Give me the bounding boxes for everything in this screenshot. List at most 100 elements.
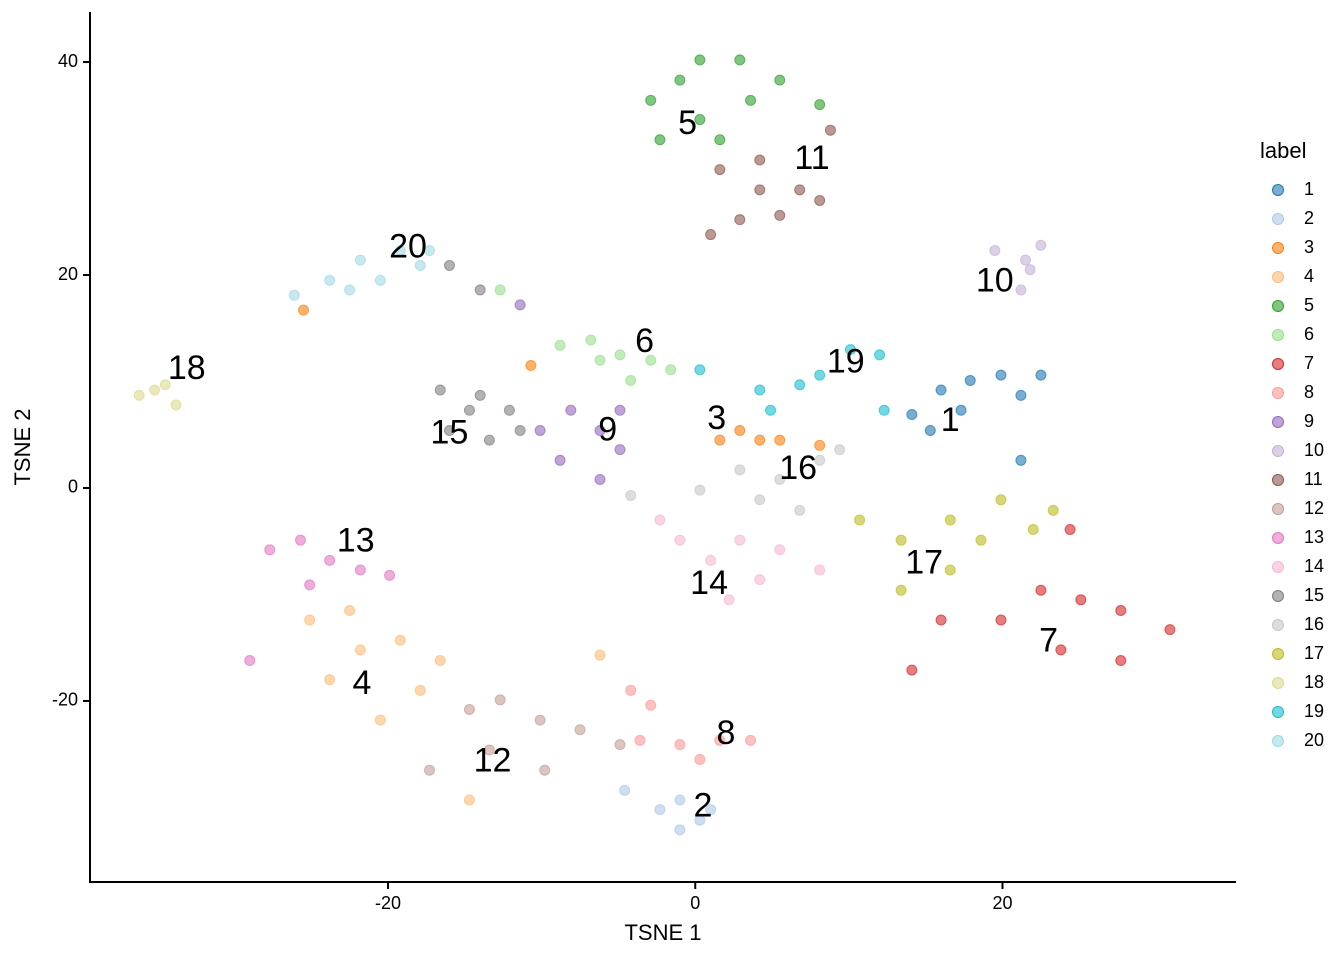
point [774, 434, 786, 446]
point [814, 369, 826, 381]
point [774, 473, 786, 485]
point [834, 444, 846, 456]
cluster-label: 18 [168, 349, 206, 387]
point [814, 194, 826, 206]
point [734, 54, 746, 66]
point [614, 444, 626, 456]
point [765, 404, 777, 416]
point [503, 404, 515, 416]
point [463, 404, 475, 416]
legend-title: label [1260, 138, 1306, 163]
point [1015, 454, 1027, 466]
legend-key [1272, 706, 1284, 718]
point [625, 684, 637, 696]
legend-key [1272, 213, 1284, 225]
point [844, 344, 856, 356]
point [344, 284, 356, 296]
point [1035, 239, 1047, 251]
point [463, 794, 475, 806]
point [814, 454, 826, 466]
cluster-label: 19 [827, 342, 865, 380]
point [723, 594, 735, 606]
cluster-label: 15 [431, 414, 469, 452]
legend-key [1272, 387, 1284, 399]
point [955, 404, 967, 416]
cluster-label: 4 [352, 664, 371, 702]
point [1115, 604, 1127, 616]
cluster-label: 14 [690, 564, 728, 602]
cluster-label: 13 [337, 521, 375, 559]
legend-key [1272, 242, 1284, 254]
point [674, 739, 686, 751]
point [714, 134, 726, 146]
point [814, 99, 826, 111]
point [423, 245, 435, 257]
x-axis-label: TSNE 1 [624, 920, 701, 945]
point [665, 364, 677, 376]
point [414, 259, 426, 271]
point [694, 54, 706, 66]
point [674, 794, 686, 806]
cluster-label: 5 [678, 104, 697, 142]
point [995, 369, 1007, 381]
point [463, 703, 475, 715]
point [824, 124, 836, 136]
point [1064, 524, 1076, 536]
cluster-label: 12 [474, 742, 512, 780]
point [133, 389, 145, 401]
point [794, 184, 806, 196]
point [694, 114, 706, 126]
point [774, 74, 786, 86]
point [935, 384, 947, 396]
point [654, 804, 666, 816]
point [754, 154, 766, 166]
point [565, 404, 577, 416]
point [170, 399, 182, 411]
legend-label: 11 [1304, 469, 1323, 489]
point [344, 604, 356, 616]
point [525, 360, 537, 372]
point [554, 454, 566, 466]
point [304, 614, 316, 626]
legend-label: 15 [1304, 585, 1324, 605]
cluster-label: 17 [905, 544, 943, 582]
y-tick-label: 0 [68, 477, 78, 497]
point [354, 254, 366, 266]
point [674, 824, 686, 836]
legend-label: 7 [1304, 353, 1314, 373]
point [614, 404, 626, 416]
point [514, 424, 526, 436]
point [288, 289, 300, 301]
point [754, 384, 766, 396]
x-tick-label: 20 [992, 893, 1012, 913]
point [1035, 369, 1047, 381]
point [694, 814, 706, 826]
point [754, 494, 766, 506]
point [1027, 524, 1039, 536]
legend-label: 16 [1304, 614, 1324, 634]
point [1055, 644, 1067, 656]
cluster-label: 10 [976, 261, 1014, 299]
point [514, 299, 526, 311]
legend-label: 14 [1304, 556, 1324, 576]
point [534, 714, 546, 726]
legend-key [1272, 735, 1284, 747]
point [814, 439, 826, 451]
point [374, 274, 386, 286]
point [794, 379, 806, 391]
point [574, 724, 586, 736]
point [554, 339, 566, 351]
legend-label: 18 [1304, 672, 1324, 692]
point [483, 434, 495, 446]
point [474, 389, 486, 401]
point [705, 804, 717, 816]
point [324, 274, 336, 286]
point [674, 74, 686, 86]
point [634, 734, 646, 746]
legend-key [1272, 300, 1284, 312]
legend-key [1272, 503, 1284, 515]
legend-key [1272, 445, 1284, 457]
point [995, 494, 1007, 506]
point [654, 514, 666, 526]
point [585, 334, 597, 346]
